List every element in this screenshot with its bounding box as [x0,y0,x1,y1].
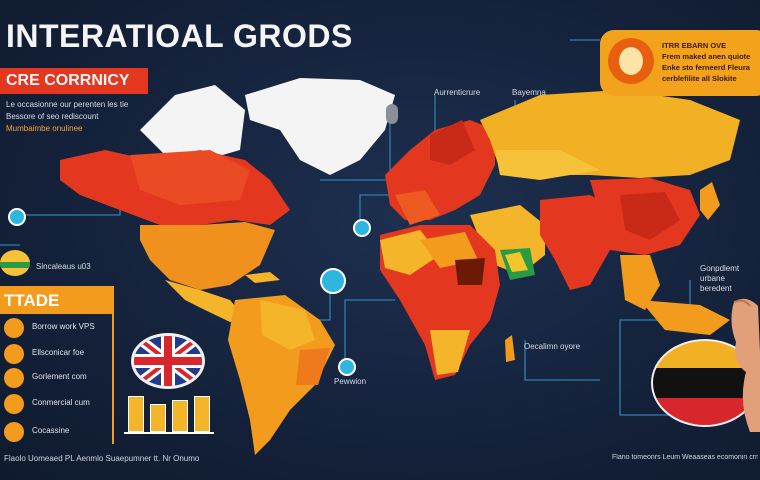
africa-caption: Oecalimn oyore [524,342,581,351]
list-item: Borrow work VPS [4,318,112,340]
bullet-icon [4,368,24,388]
map-pin-icon [320,268,346,294]
south-asia [540,195,620,290]
info-card-line-3: Enke sto ferneerd Fleura [662,63,750,72]
bullet-icon [4,422,24,442]
trade-item-label: Ellsconicar foe [32,348,85,357]
list-item: Cocassine [4,422,112,444]
trade-item-label: Conmercial cum [32,398,90,407]
info-card: ITRR EBARN OVE Frem maked anen quiote En… [600,30,760,96]
currency-banner: CRE CORRNICY [0,68,148,94]
asia-caption: Gonpdlemt urbane beredent [700,264,740,293]
info-card-line-4: cerblefilite all Slokite [662,74,737,83]
bullet-icon [4,344,24,364]
list-item: Gorlement com [4,368,112,390]
usa [140,222,275,290]
currency-banner-label: CRE CORRNICY [6,72,130,89]
trade-banner-label: TTADE [4,291,60,310]
flag-germany-icon [651,339,759,427]
footer-right: Flano tomeonrs Leum Weaaseas ecomonin cr… [612,454,758,461]
currency-note-2: Bessore of seo rediscount [6,112,99,121]
map-pin-icon [353,219,371,237]
europe-note-1: Aurrenticrure [434,88,481,97]
map-pin-icon [338,358,356,376]
trade-item-label: Borrow work VPS [32,322,95,331]
mexico [165,280,245,322]
medal-icon [608,38,654,84]
bar-chart-icon [124,390,214,436]
currency-note-3: Mumbaimbe onulinee [6,124,83,133]
trade-list: Borrow work VPS Ellsconicar foe Gorlemen… [0,314,114,444]
bullet-icon [4,318,24,338]
globe-icon [0,250,30,276]
info-card-line-2: Frem maked anen quiote [662,52,751,61]
flag-uk-icon [131,333,205,389]
arctic-islands [140,85,245,160]
map-pin-icon [8,208,26,226]
page-title: INTERATIOAL GRODS [6,18,353,54]
footer-left: Flaolo Uomeaed PL Aenmlo Suaepumner tt. … [4,454,200,463]
na-caption: Sincaleaus u03 [36,262,91,271]
bullet-icon [4,394,24,414]
hand-icon [731,298,760,432]
europe-note-2: Bayemna [512,88,546,97]
sa-caption: Pewwion [334,377,367,386]
greenland [245,78,395,175]
southeast-asia [620,255,660,310]
trade-banner: TTADE [0,286,114,314]
trade-item-label: Gorlement com [32,372,87,381]
list-item: Conmercial cum [4,394,112,416]
currency-note-1: Le occasionne our perenten les tie [6,100,129,109]
gear-icon [386,104,398,124]
list-item: Ellsconicar foe [4,344,112,366]
trade-item-label: Cocassine [32,426,70,435]
info-card-line-1: ITRR EBARN OVE [662,41,727,50]
